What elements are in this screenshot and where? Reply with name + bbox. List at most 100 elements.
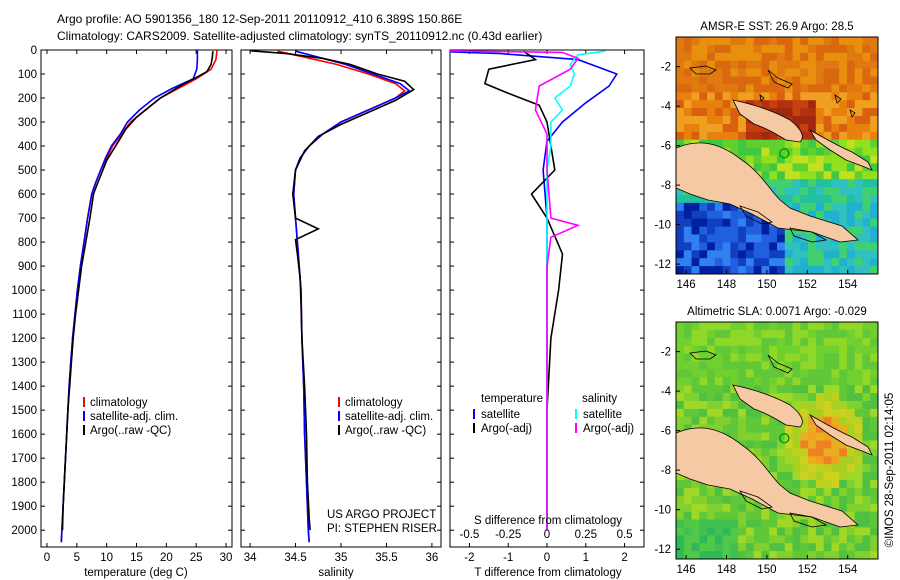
depth-tick-label: 1900 xyxy=(11,501,37,513)
map-cell xyxy=(815,393,825,402)
map-cell xyxy=(862,345,871,355)
map-lon-tick-label: 152 xyxy=(798,564,817,576)
map-cell xyxy=(738,408,747,418)
map-cell xyxy=(738,322,747,331)
map-cell xyxy=(699,337,708,347)
map-cell xyxy=(769,163,778,172)
map-cell xyxy=(870,100,878,109)
map-cell xyxy=(769,52,778,62)
map-cell xyxy=(800,527,809,536)
map-cell xyxy=(753,139,763,149)
map-cell xyxy=(792,76,801,85)
map-cell xyxy=(839,250,848,259)
map-cell xyxy=(691,551,700,559)
map-cell xyxy=(777,52,786,62)
map-cell xyxy=(854,179,864,188)
map-cell xyxy=(699,401,708,410)
map-cell xyxy=(777,76,786,85)
map-cell xyxy=(862,456,871,465)
map-cell xyxy=(769,37,778,46)
map-cell xyxy=(691,329,700,339)
project-annotation: PI: STEPHEN RISER xyxy=(327,523,437,535)
map-cell xyxy=(870,377,878,386)
map-cell xyxy=(792,226,801,236)
salinity-legend-label: climatology xyxy=(345,397,403,409)
map-cell xyxy=(846,511,856,521)
depth-tick-label: 1400 xyxy=(11,381,37,393)
map-cell xyxy=(800,393,809,402)
map-cell xyxy=(846,543,856,552)
map-cell xyxy=(714,266,724,274)
map-cell xyxy=(722,527,731,536)
map-cell xyxy=(846,123,856,133)
map-cell xyxy=(691,76,700,85)
map-cell xyxy=(823,195,832,204)
map-cell xyxy=(862,535,871,544)
map-cell xyxy=(753,76,763,85)
depth-tick-label: 600 xyxy=(18,189,37,201)
map-cell xyxy=(707,92,716,101)
map-cell xyxy=(815,535,825,544)
map-cell xyxy=(777,84,786,93)
sla-map-axes: 146 148 150 152 154 -2 -4 -6 -8 -10 -12 xyxy=(654,347,858,576)
map-cell xyxy=(808,187,817,196)
map-lon-tick-label: 148 xyxy=(717,279,736,291)
map-cell xyxy=(738,52,747,62)
map-cell xyxy=(722,123,731,133)
map-cell xyxy=(839,337,848,347)
map-cell xyxy=(777,147,786,157)
map-cell xyxy=(707,123,716,133)
map-cell xyxy=(738,495,747,505)
map-cell xyxy=(815,495,825,505)
map-cell xyxy=(862,322,871,331)
salinity-series-satellite-adj-clim- xyxy=(292,50,411,543)
salinity-diff-tick-label: 0 xyxy=(544,529,550,541)
map-cell xyxy=(777,242,786,251)
map-cell xyxy=(753,329,763,339)
map-cell xyxy=(714,60,724,70)
map-cell xyxy=(839,60,848,70)
map-cell xyxy=(854,432,864,442)
map-cell xyxy=(808,377,817,386)
map-cell xyxy=(870,171,878,180)
map-cell xyxy=(738,266,747,274)
map-cell xyxy=(862,242,871,251)
map-cell xyxy=(839,487,848,497)
map-cell xyxy=(707,76,716,85)
map-cell xyxy=(699,210,708,220)
map-cell xyxy=(846,116,856,125)
map-cell xyxy=(854,266,864,274)
map-cell xyxy=(722,385,731,394)
map-cell xyxy=(792,361,801,370)
map-cell xyxy=(808,345,817,355)
map-cell xyxy=(676,519,685,528)
map-cell xyxy=(722,108,731,117)
map-cell xyxy=(714,337,724,347)
map-cell xyxy=(831,401,840,410)
map-cell xyxy=(815,163,825,172)
map-cell xyxy=(839,218,848,228)
map-cell xyxy=(777,480,786,489)
map-cell xyxy=(761,68,770,78)
map-cell xyxy=(870,511,878,521)
map-cell xyxy=(815,147,825,157)
map-cell xyxy=(831,52,840,62)
map-cell xyxy=(792,345,801,355)
map-cell xyxy=(870,535,878,544)
map-cell xyxy=(730,139,739,149)
map-cell xyxy=(753,92,763,101)
map-cell xyxy=(854,456,864,465)
map-cell xyxy=(777,234,786,243)
map-cell xyxy=(854,37,864,46)
diff-legend-label: Argo(-adj) xyxy=(481,423,532,435)
map-cell xyxy=(745,503,755,513)
map-cell xyxy=(808,322,817,331)
map-cell xyxy=(854,123,864,133)
map-cell xyxy=(800,37,809,46)
map-cell xyxy=(683,361,693,370)
map-cell xyxy=(738,345,747,355)
map-cell xyxy=(777,68,786,78)
map-cell xyxy=(792,337,801,347)
map-cell xyxy=(753,424,763,434)
